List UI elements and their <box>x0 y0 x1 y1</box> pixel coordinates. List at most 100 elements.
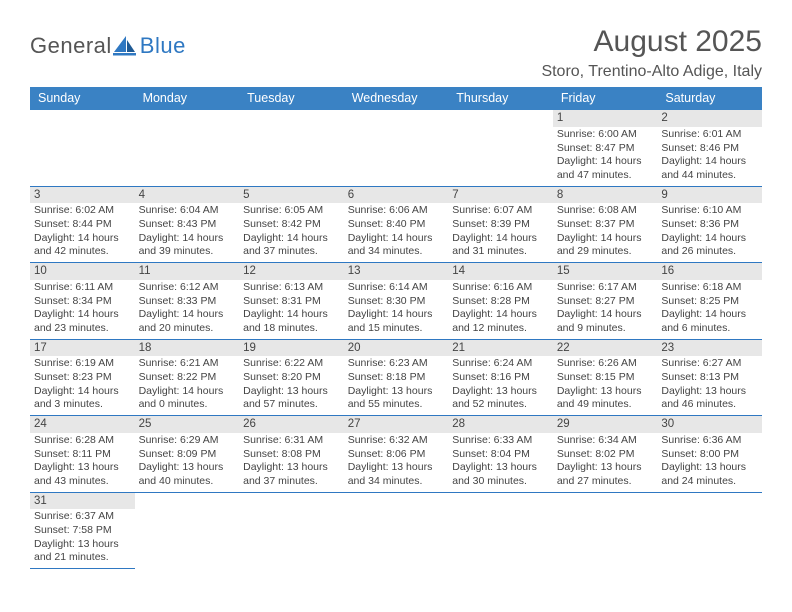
calendar-table: SundayMondayTuesdayWednesdayThursdayFrid… <box>30 87 762 569</box>
cell-line-ss: Sunset: 8:13 PM <box>661 371 758 385</box>
cell-line-sr: Sunrise: 6:02 AM <box>34 204 131 218</box>
day-number: 3 <box>30 187 135 204</box>
day-number: 12 <box>239 263 344 280</box>
cell-line-sr: Sunrise: 6:27 AM <box>661 357 758 371</box>
calendar-week-row: 17Sunrise: 6:19 AMSunset: 8:23 PMDayligh… <box>30 339 762 416</box>
cell-line-ss: Sunset: 8:28 PM <box>452 295 549 309</box>
cell-line-d2: and 29 minutes. <box>557 245 654 259</box>
calendar-week-row: 31Sunrise: 6:37 AMSunset: 7:58 PMDayligh… <box>30 492 762 569</box>
day-number: 1 <box>553 110 658 127</box>
cell-line-d2: and 46 minutes. <box>661 398 758 412</box>
cell-line-d2: and 24 minutes. <box>661 475 758 489</box>
cell-line-d1: Daylight: 14 hours <box>661 232 758 246</box>
calendar-cell: 14Sunrise: 6:16 AMSunset: 8:28 PMDayligh… <box>448 263 553 340</box>
calendar-cell <box>657 492 762 569</box>
cell-line-d1: Daylight: 14 hours <box>452 308 549 322</box>
calendar-cell: 16Sunrise: 6:18 AMSunset: 8:25 PMDayligh… <box>657 263 762 340</box>
calendar-cell: 10Sunrise: 6:11 AMSunset: 8:34 PMDayligh… <box>30 263 135 340</box>
cell-line-sr: Sunrise: 6:37 AM <box>34 510 131 524</box>
cell-line-ss: Sunset: 8:25 PM <box>661 295 758 309</box>
cell-line-sr: Sunrise: 6:31 AM <box>243 434 340 448</box>
cell-line-d2: and 21 minutes. <box>34 551 131 565</box>
cell-line-sr: Sunrise: 6:16 AM <box>452 281 549 295</box>
cell-line-d1: Daylight: 13 hours <box>557 461 654 475</box>
page: General Blue August 2025 Storo, Trentino… <box>0 0 792 612</box>
calendar-cell <box>135 492 240 569</box>
cell-line-d1: Daylight: 13 hours <box>34 538 131 552</box>
day-number: 23 <box>657 340 762 357</box>
day-number: 19 <box>239 340 344 357</box>
cell-line-d2: and 42 minutes. <box>34 245 131 259</box>
calendar-week-row: 10Sunrise: 6:11 AMSunset: 8:34 PMDayligh… <box>30 263 762 340</box>
day-header: Sunday <box>30 87 135 110</box>
calendar-cell: 22Sunrise: 6:26 AMSunset: 8:15 PMDayligh… <box>553 339 658 416</box>
cell-line-d1: Daylight: 13 hours <box>557 385 654 399</box>
logo-text-blue: Blue <box>140 33 186 59</box>
calendar-head: SundayMondayTuesdayWednesdayThursdayFrid… <box>30 87 762 110</box>
cell-line-ss: Sunset: 8:06 PM <box>348 448 445 462</box>
day-number: 14 <box>448 263 553 280</box>
cell-line-d2: and 52 minutes. <box>452 398 549 412</box>
cell-line-sr: Sunrise: 6:24 AM <box>452 357 549 371</box>
day-number: 28 <box>448 416 553 433</box>
calendar-cell <box>344 492 449 569</box>
cell-line-ss: Sunset: 8:09 PM <box>139 448 236 462</box>
cell-line-sr: Sunrise: 6:11 AM <box>34 281 131 295</box>
cell-line-sr: Sunrise: 6:12 AM <box>139 281 236 295</box>
day-number: 17 <box>30 340 135 357</box>
day-number: 25 <box>135 416 240 433</box>
cell-line-sr: Sunrise: 6:23 AM <box>348 357 445 371</box>
cell-line-d2: and 43 minutes. <box>34 475 131 489</box>
cell-line-d1: Daylight: 14 hours <box>34 308 131 322</box>
day-header: Friday <box>553 87 658 110</box>
calendar-cell <box>448 110 553 186</box>
cell-line-sr: Sunrise: 6:36 AM <box>661 434 758 448</box>
cell-line-ss: Sunset: 8:46 PM <box>661 142 758 156</box>
day-number: 2 <box>657 110 762 127</box>
calendar-cell: 7Sunrise: 6:07 AMSunset: 8:39 PMDaylight… <box>448 186 553 263</box>
calendar-cell: 27Sunrise: 6:32 AMSunset: 8:06 PMDayligh… <box>344 416 449 493</box>
cell-line-d1: Daylight: 14 hours <box>34 232 131 246</box>
page-title: August 2025 <box>541 25 762 59</box>
cell-line-d2: and 39 minutes. <box>139 245 236 259</box>
cell-line-d2: and 37 minutes. <box>243 245 340 259</box>
calendar-cell: 17Sunrise: 6:19 AMSunset: 8:23 PMDayligh… <box>30 339 135 416</box>
cell-line-d2: and 34 minutes. <box>348 475 445 489</box>
day-number: 11 <box>135 263 240 280</box>
day-number: 27 <box>344 416 449 433</box>
day-number: 13 <box>344 263 449 280</box>
cell-line-sr: Sunrise: 6:32 AM <box>348 434 445 448</box>
cell-line-d1: Daylight: 14 hours <box>348 232 445 246</box>
cell-line-d2: and 9 minutes. <box>557 322 654 336</box>
calendar-cell <box>239 110 344 186</box>
cell-line-ss: Sunset: 7:58 PM <box>34 524 131 538</box>
calendar-cell: 15Sunrise: 6:17 AMSunset: 8:27 PMDayligh… <box>553 263 658 340</box>
cell-line-ss: Sunset: 8:02 PM <box>557 448 654 462</box>
calendar-cell: 12Sunrise: 6:13 AMSunset: 8:31 PMDayligh… <box>239 263 344 340</box>
calendar-cell: 9Sunrise: 6:10 AMSunset: 8:36 PMDaylight… <box>657 186 762 263</box>
calendar-cell: 13Sunrise: 6:14 AMSunset: 8:30 PMDayligh… <box>344 263 449 340</box>
day-number: 6 <box>344 187 449 204</box>
cell-line-d2: and 0 minutes. <box>139 398 236 412</box>
cell-line-ss: Sunset: 8:27 PM <box>557 295 654 309</box>
cell-line-sr: Sunrise: 6:17 AM <box>557 281 654 295</box>
cell-line-ss: Sunset: 8:36 PM <box>661 218 758 232</box>
cell-line-sr: Sunrise: 6:04 AM <box>139 204 236 218</box>
day-number: 18 <box>135 340 240 357</box>
day-header: Wednesday <box>344 87 449 110</box>
cell-line-d1: Daylight: 13 hours <box>661 461 758 475</box>
cell-line-d1: Daylight: 13 hours <box>452 461 549 475</box>
cell-line-ss: Sunset: 8:34 PM <box>34 295 131 309</box>
cell-line-d2: and 6 minutes. <box>661 322 758 336</box>
cell-line-d1: Daylight: 14 hours <box>243 232 340 246</box>
cell-line-sr: Sunrise: 6:13 AM <box>243 281 340 295</box>
cell-line-d1: Daylight: 14 hours <box>139 385 236 399</box>
cell-line-ss: Sunset: 8:16 PM <box>452 371 549 385</box>
calendar-cell: 19Sunrise: 6:22 AMSunset: 8:20 PMDayligh… <box>239 339 344 416</box>
calendar-header-row: SundayMondayTuesdayWednesdayThursdayFrid… <box>30 87 762 110</box>
calendar-cell: 29Sunrise: 6:34 AMSunset: 8:02 PMDayligh… <box>553 416 658 493</box>
calendar-cell: 1Sunrise: 6:00 AMSunset: 8:47 PMDaylight… <box>553 110 658 186</box>
calendar-cell: 3Sunrise: 6:02 AMSunset: 8:44 PMDaylight… <box>30 186 135 263</box>
calendar-cell: 4Sunrise: 6:04 AMSunset: 8:43 PMDaylight… <box>135 186 240 263</box>
cell-line-d1: Daylight: 14 hours <box>34 385 131 399</box>
